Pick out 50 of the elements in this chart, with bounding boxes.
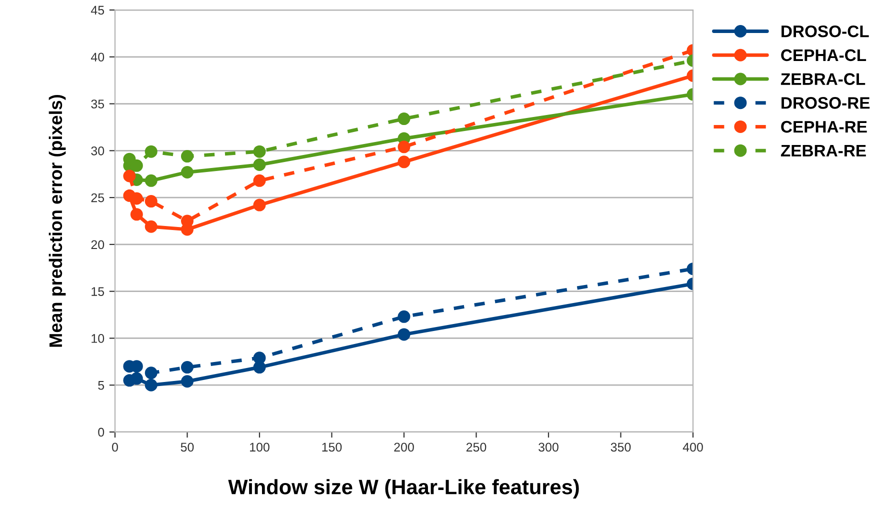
- point: [253, 158, 266, 171]
- legend-label: CEPHA-CL: [781, 49, 866, 62]
- legend-label: ZEBRA-CL: [780, 73, 866, 85]
- y-tick-label: 30: [91, 146, 104, 156]
- point: [144, 378, 158, 392]
- x-tick-label: 50: [180, 442, 194, 452]
- point: [398, 140, 410, 154]
- point: [144, 220, 158, 233]
- legend-label: CEPHA-RE: [781, 120, 867, 133]
- x-tick-label: 300: [538, 442, 558, 452]
- x-axis-title: Window size W (Haar-Like features): [228, 479, 579, 498]
- x-tick-label: 150: [322, 442, 342, 452]
- point: [253, 145, 266, 158]
- x-tick-label: 250: [466, 442, 486, 452]
- y-tick-label: 40: [90, 52, 104, 62]
- y-tick-label: 15: [92, 287, 104, 296]
- point: [181, 150, 194, 163]
- legend-label: DROSO-RE: [782, 97, 870, 109]
- point: [144, 145, 158, 158]
- x-tick-label: 200: [394, 442, 414, 452]
- y-tick-label: 5: [98, 381, 104, 390]
- x-tick-label: 350: [610, 442, 631, 452]
- y-tick-label: 45: [90, 6, 104, 15]
- y-axis-title: Mean prediction error (pixels): [48, 94, 66, 347]
- x-tick-label: 100: [250, 442, 270, 452]
- point: [181, 361, 194, 374]
- point: [398, 328, 410, 341]
- point: [181, 166, 194, 178]
- point: [253, 174, 266, 187]
- legend-label: DROSO-CL: [782, 25, 869, 38]
- point: [144, 195, 158, 208]
- point: [130, 372, 143, 385]
- point: [130, 208, 143, 221]
- legend-label: ZEBRA-RE: [780, 144, 866, 156]
- point: [123, 170, 136, 182]
- point: [144, 366, 158, 380]
- y-tick-label: 25: [91, 193, 104, 202]
- x-tick-label: 0: [112, 442, 118, 452]
- y-tick-label: 0: [98, 428, 104, 437]
- point: [398, 310, 410, 323]
- point: [253, 352, 266, 364]
- point: [253, 198, 266, 212]
- point: [398, 112, 410, 126]
- y-tick-label: 20: [91, 240, 104, 250]
- y-tick-label: 35: [91, 100, 104, 108]
- y-tick-label: 10: [92, 334, 104, 343]
- point: [398, 156, 410, 168]
- x-tick-label: 400: [682, 442, 703, 452]
- point: [181, 375, 194, 388]
- point: [144, 174, 158, 187]
